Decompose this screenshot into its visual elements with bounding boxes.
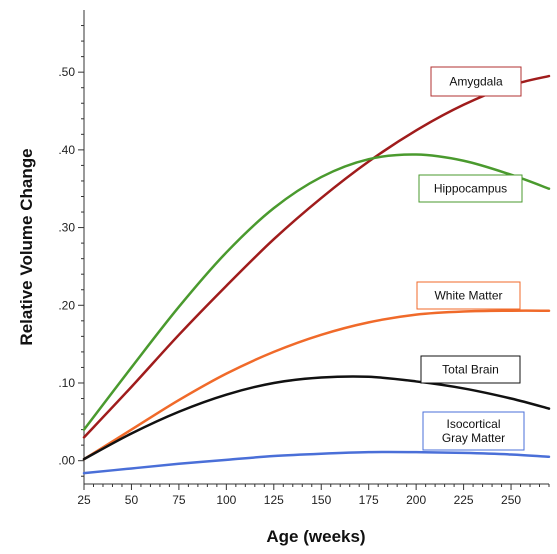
- x-tick-label: 175: [359, 493, 379, 507]
- series-line-amygdala: [82, 74, 551, 439]
- label-box: [416, 281, 521, 310]
- series-line-white-matter: [82, 309, 551, 461]
- series-label-hippocampus: Hippocampus: [418, 174, 523, 203]
- plot-frame: [83, 10, 549, 485]
- y-tick-label: .20: [58, 298, 75, 312]
- series-line-hippocampus: [82, 153, 551, 431]
- label-box: [422, 411, 525, 451]
- x-tick-label: 150: [311, 493, 331, 507]
- x-tick-label: 75: [172, 493, 186, 507]
- series-label-total-brain: Total Brain: [420, 355, 521, 384]
- y-tick-label: .00: [58, 454, 75, 468]
- x-tick-label: 225: [454, 493, 474, 507]
- label-text: White Matter: [434, 289, 502, 303]
- label-text: Total Brain: [442, 363, 499, 377]
- label-box: [420, 355, 521, 384]
- x-tick-label: 200: [406, 493, 426, 507]
- series-labels: Amygdala Hippocampus White Matter Total Bra…: [416, 66, 525, 451]
- x-axis-ticks: 25 50 75 100 125 150 175 200 225 250: [77, 484, 550, 507]
- label-text: Isocortical: [446, 417, 500, 431]
- x-tick-label: 50: [125, 493, 139, 507]
- y-tick-label: .40: [58, 143, 75, 157]
- series-line-isocortical-gray-matter: [82, 450, 551, 475]
- y-axis-ticks: .00 .10 .20 .30 .40 .50: [58, 25, 84, 477]
- x-tick-label: 100: [216, 493, 236, 507]
- x-axis-title: Age (weeks): [266, 527, 365, 546]
- y-tick-label: .10: [58, 376, 75, 390]
- x-tick-label: 250: [501, 493, 521, 507]
- label-box: [418, 174, 523, 203]
- label-text: Amygdala: [449, 75, 503, 89]
- label-text: Gray Matter: [442, 431, 505, 445]
- series-lines: [82, 74, 551, 475]
- y-tick-label: .30: [58, 221, 75, 235]
- series-line-total-brain: [82, 375, 551, 461]
- x-tick-label: 25: [77, 493, 91, 507]
- y-tick-label: .50: [58, 65, 75, 79]
- x-tick-label: 125: [264, 493, 284, 507]
- series-label-amygdala: Amygdala: [430, 66, 522, 97]
- label-text: Hippocampus: [434, 182, 507, 196]
- label-box: [430, 66, 522, 97]
- series-label-white-matter: White Matter: [416, 281, 521, 310]
- y-axis-title: Relative Volume Change: [17, 148, 36, 345]
